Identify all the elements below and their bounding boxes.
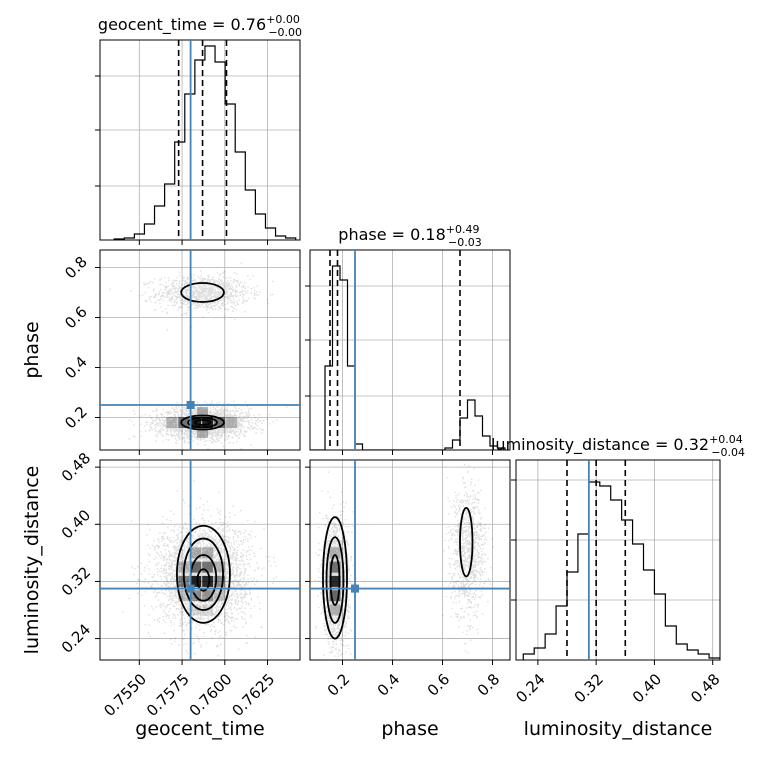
x-tick-label: 0.7550 xyxy=(100,670,150,720)
panel-geocent_time-vs-phase: 0.2 0.4 0.6 0.8 phase xyxy=(21,249,301,455)
x-tick-label: 0.48 xyxy=(687,670,723,706)
x-tick-label: 0.32 xyxy=(571,670,607,706)
histogram-frame xyxy=(99,39,301,241)
density-cell xyxy=(329,604,341,616)
x-tick-label: 0.24 xyxy=(512,670,548,706)
histogram-phase xyxy=(310,265,506,450)
x-tick-label: 0.40 xyxy=(629,670,665,706)
density-cell xyxy=(202,547,214,559)
scatter-points xyxy=(314,463,494,657)
density-cell xyxy=(190,604,202,616)
density-cell xyxy=(202,561,214,573)
y-tick-label: 0.6 xyxy=(61,303,91,333)
y-tick-label: 0.40 xyxy=(58,506,94,542)
title-sup: +0.49 xyxy=(446,223,480,236)
panel-geocent_time-hist: geocent_time = 0.76+0.00 −0.00 xyxy=(95,13,302,245)
contour-line xyxy=(329,554,341,606)
contour-line xyxy=(325,536,345,624)
density-cell xyxy=(190,561,202,573)
contour-line xyxy=(322,516,348,640)
density-cell xyxy=(329,561,341,573)
density-cell xyxy=(329,575,341,587)
x-tick-label: 0.7600 xyxy=(186,670,236,720)
density-cell xyxy=(178,417,190,428)
x-tick-label: 0.2 xyxy=(324,670,354,700)
panel-phase-vs-luminosity_distance: 0.2 0.4 0.6 0.8 phase xyxy=(305,459,511,740)
scatter-panel-frame xyxy=(99,459,301,661)
title-luminosity_distance: luminosity_distance = 0.32+0.04 −0.04 xyxy=(491,433,745,459)
histogram-content xyxy=(113,40,297,240)
title-sub: −0.03 xyxy=(448,236,482,249)
title-sup: +0.04 xyxy=(709,433,743,446)
histogram-luminosity_distance xyxy=(522,481,720,660)
density-cell xyxy=(178,590,190,602)
density-cell xyxy=(202,575,214,587)
density-cell xyxy=(202,417,214,428)
panel-phase-hist: phase = 0.18+0.49 −0.03 xyxy=(305,223,511,455)
density-cell xyxy=(214,561,226,573)
title-sup: +0.00 xyxy=(266,13,300,26)
contour-line xyxy=(182,537,224,611)
x-axis-label-luminosity_distance: luminosity_distance xyxy=(524,718,713,740)
panel-luminosity_distance-hist: luminosity_distance = 0.32+0.04 −0.04 0.24… xyxy=(491,433,745,740)
density-cell xyxy=(214,575,226,587)
x-tick-label: 0.7575 xyxy=(143,670,193,720)
histogram-geocent_time xyxy=(113,45,297,240)
title-main: phase = 0.18 xyxy=(338,225,445,244)
contour-line xyxy=(187,416,218,429)
y-tick-label: 0.2 xyxy=(61,403,91,433)
scatter-panel-frame xyxy=(99,249,301,451)
contour-line xyxy=(180,414,225,431)
y-axis-label-phase: phase xyxy=(21,321,43,378)
contour-line xyxy=(176,524,231,624)
scatter-content xyxy=(100,460,300,660)
y-tick-label: 0.4 xyxy=(61,353,91,383)
contour-line xyxy=(196,568,211,592)
y-tick-label: 0.48 xyxy=(58,449,94,485)
truth-marker xyxy=(186,584,195,593)
truth-marker xyxy=(186,401,195,409)
title-sub: −0.00 xyxy=(268,26,302,39)
density-cell xyxy=(197,427,209,438)
contour-line xyxy=(459,506,474,578)
scatter-panel-frame xyxy=(309,459,511,661)
histogram-content xyxy=(522,460,720,660)
x-tick-label: 0.6 xyxy=(424,670,454,700)
histogram-content xyxy=(310,250,506,450)
density-cell xyxy=(166,417,178,428)
y-tick-label: 0.8 xyxy=(61,253,91,283)
histogram-frame xyxy=(515,459,721,661)
x-axis-label-phase: phase xyxy=(381,718,438,740)
density-cell xyxy=(190,575,202,587)
x-tick-label: 0.7625 xyxy=(228,670,278,720)
title-main: luminosity_distance = 0.32 xyxy=(491,435,709,455)
density-cell xyxy=(329,547,341,559)
truth-marker xyxy=(351,584,359,593)
contour-line xyxy=(180,282,225,303)
contour-line xyxy=(193,419,212,426)
x-tick-label: 0.4 xyxy=(374,670,404,700)
density-cell xyxy=(214,417,226,428)
density-cell xyxy=(190,547,202,559)
title-phase: phase = 0.18+0.49 −0.03 xyxy=(338,223,481,249)
y-tick-label: 0.24 xyxy=(58,620,94,656)
scatter-points xyxy=(109,262,288,450)
x-tick-label: 0.8 xyxy=(474,670,504,700)
title-main: geocent_time = 0.76 xyxy=(98,15,266,35)
x-axis-label-geocent_time: geocent_time xyxy=(135,718,264,740)
panel-geocent_time-vs-luminosity_distance: 0.24 0.32 0.40 0.48 luminosity_distance 0.755… xyxy=(21,449,301,740)
scatter-content xyxy=(310,460,510,660)
density-cell xyxy=(202,590,214,602)
density-cell xyxy=(197,407,209,418)
title-sub: −0.04 xyxy=(711,446,745,459)
scatter-content xyxy=(100,250,300,450)
title-geocent_time: geocent_time = 0.76+0.00 −0.00 xyxy=(98,13,302,39)
y-tick-label: 0.32 xyxy=(58,563,94,599)
y-axis-label-luminosity_distance: luminosity_distance xyxy=(21,466,43,655)
density-cell xyxy=(329,590,341,602)
density-cell xyxy=(226,417,238,428)
